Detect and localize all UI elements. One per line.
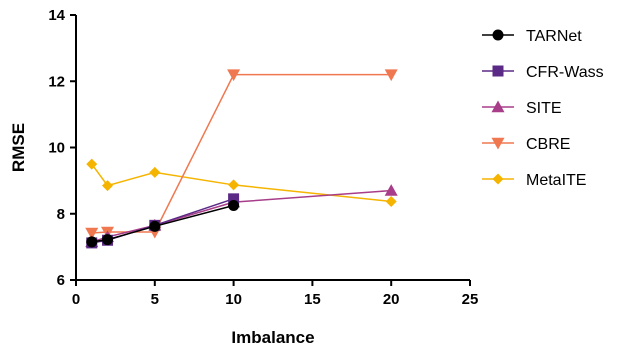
x-tick-label: 15 — [304, 291, 321, 308]
series-cbre — [85, 69, 398, 240]
axes: 6 8 10 12 14 0 5 10 15 20 25 Imbalance RMSE — [9, 7, 478, 347]
series-line-site — [91, 189, 392, 243]
legend-item-site: SITE — [482, 100, 562, 117]
legend-item-tarnet: TARNet — [482, 28, 582, 45]
x-axis-title: Imbalance — [231, 328, 314, 347]
legend-item-cbre: CBRE — [482, 136, 570, 153]
data-point-cbre — [227, 69, 241, 82]
y-axis-title: RMSE — [9, 123, 28, 172]
x-tick-label: 0 — [72, 291, 80, 308]
legend-marker-site — [491, 100, 505, 113]
y-tick-label: 6 — [57, 272, 65, 289]
data-point-metaite — [102, 180, 114, 192]
data-point-tarnet — [228, 199, 240, 211]
legend-label-site: SITE — [526, 100, 562, 117]
series-layer — [85, 69, 398, 249]
data-point-cfr-wass — [228, 193, 240, 205]
legend-item-cfr-wass: CFR-Wass — [482, 64, 604, 81]
x-tick-label: 25 — [462, 291, 479, 308]
series-line-cbre — [91, 73, 392, 234]
legend-label-cfr-wass: CFR-Wass — [526, 64, 604, 81]
x-tick-label: 20 — [383, 291, 400, 308]
data-point-tarnet — [102, 234, 114, 246]
legend-marker-cbre — [491, 137, 505, 150]
x-tick-label: 5 — [151, 291, 159, 308]
x-tick-label: 10 — [225, 291, 242, 308]
data-point-site — [384, 184, 398, 196]
data-point-metaite — [86, 158, 98, 170]
data-point-cbre — [85, 227, 99, 240]
series-line-metaite — [91, 163, 392, 203]
legend-marker-cfr-wass — [492, 65, 504, 77]
y-tick-label: 8 — [57, 206, 65, 223]
legend-label-metaite: MetaITE — [526, 172, 586, 189]
series-site — [85, 184, 398, 248]
series-line-tarnet — [91, 204, 234, 243]
legend-marker-tarnet — [492, 29, 504, 41]
y-tick-label: 10 — [48, 140, 65, 157]
data-point-tarnet — [149, 220, 161, 232]
legend: TARNet CFR-Wass SITE CBRE MetaITE — [482, 28, 604, 189]
data-point-cbre — [384, 69, 398, 82]
data-point-metaite — [149, 166, 161, 178]
series-metaite — [86, 158, 397, 207]
data-point-metaite — [228, 179, 240, 191]
y-tick-label: 14 — [48, 7, 65, 24]
legend-marker-metaite — [492, 173, 504, 185]
legend-label-cbre: CBRE — [526, 136, 570, 153]
y-tick-label: 12 — [48, 73, 65, 90]
data-point-metaite — [385, 195, 397, 207]
data-point-tarnet — [86, 236, 98, 248]
legend-item-metaite: MetaITE — [482, 172, 586, 189]
series-tarnet — [86, 199, 240, 248]
legend-label-tarnet: TARNet — [526, 28, 582, 45]
